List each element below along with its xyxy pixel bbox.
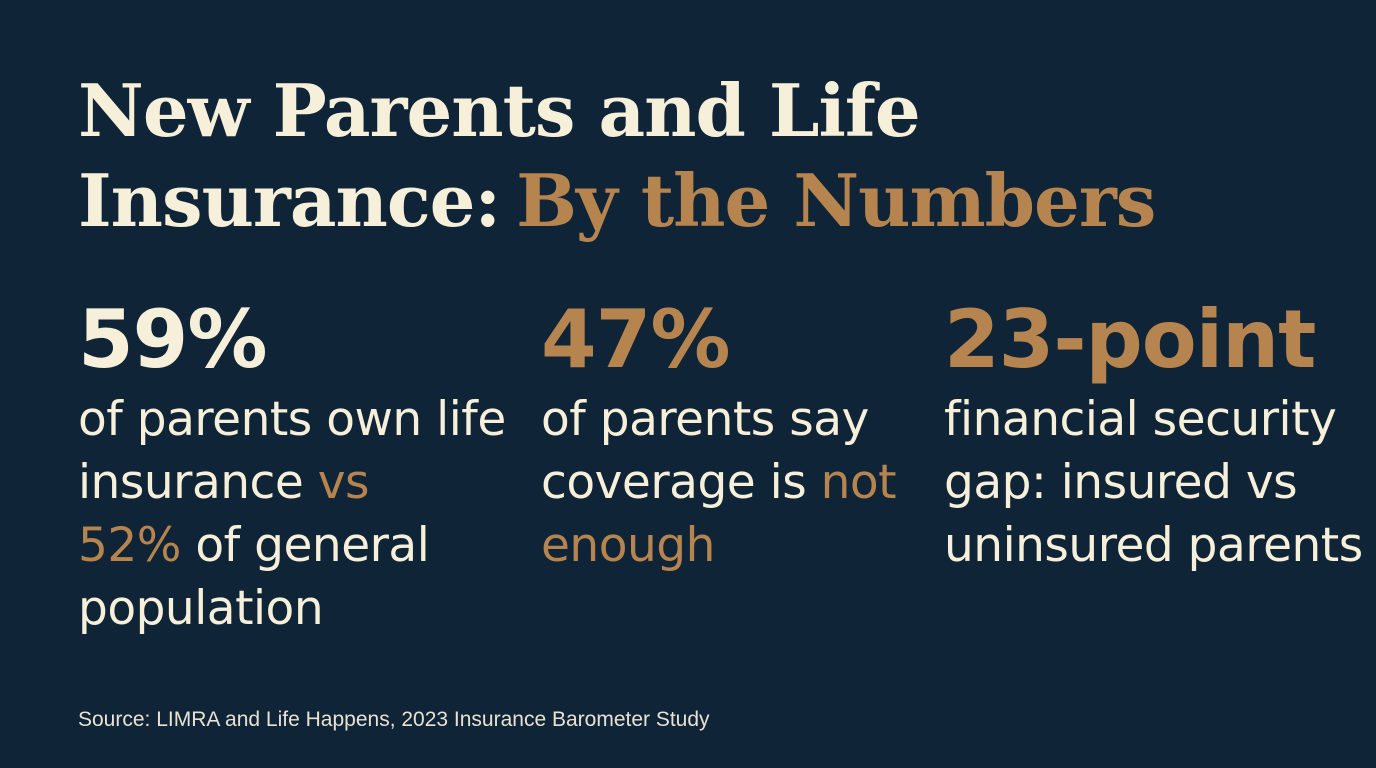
title-accent: By the Numbers xyxy=(516,158,1156,243)
title-line-2-main: Insurance: xyxy=(78,158,501,243)
stat-value: 47% xyxy=(541,293,730,386)
source-citation: Source: LIMRA and Life Happens, 2023 Ins… xyxy=(78,708,710,731)
stat-value: 59% xyxy=(78,293,267,386)
stat-value: 23-point xyxy=(944,293,1316,386)
stat-desc-accent-percent: 52% xyxy=(78,518,181,573)
stat-coverage-not-enough: 47% of parents say coverage is not enoug… xyxy=(541,292,921,577)
stat-description: of parents own life insurance vs 52% of g… xyxy=(78,388,508,640)
stat-desc-text: of parents own life insurance xyxy=(78,392,506,510)
stat-desc-text: of parents say coverage is xyxy=(541,392,869,510)
stat-description: financial security gap: insured vs unins… xyxy=(944,392,1363,573)
title-line-1: New Parents and Life xyxy=(78,68,921,153)
title-line-2: Insurance: By the Numbers xyxy=(78,156,1298,246)
stat-desc-accent-vs: vs xyxy=(317,455,370,510)
page-title: New Parents and Life Insurance: By the Nu… xyxy=(78,66,1298,246)
stat-desc-accent: not enough xyxy=(541,455,897,573)
stat-description: of parents say coverage is not enough xyxy=(541,388,921,577)
stat-parents-own-insurance: 59% of parents own life insurance vs 52% … xyxy=(78,292,508,640)
stat-security-gap: 23-point financial security gap: insured… xyxy=(944,292,1364,577)
stat-desc-text-end: of general population xyxy=(78,518,430,636)
